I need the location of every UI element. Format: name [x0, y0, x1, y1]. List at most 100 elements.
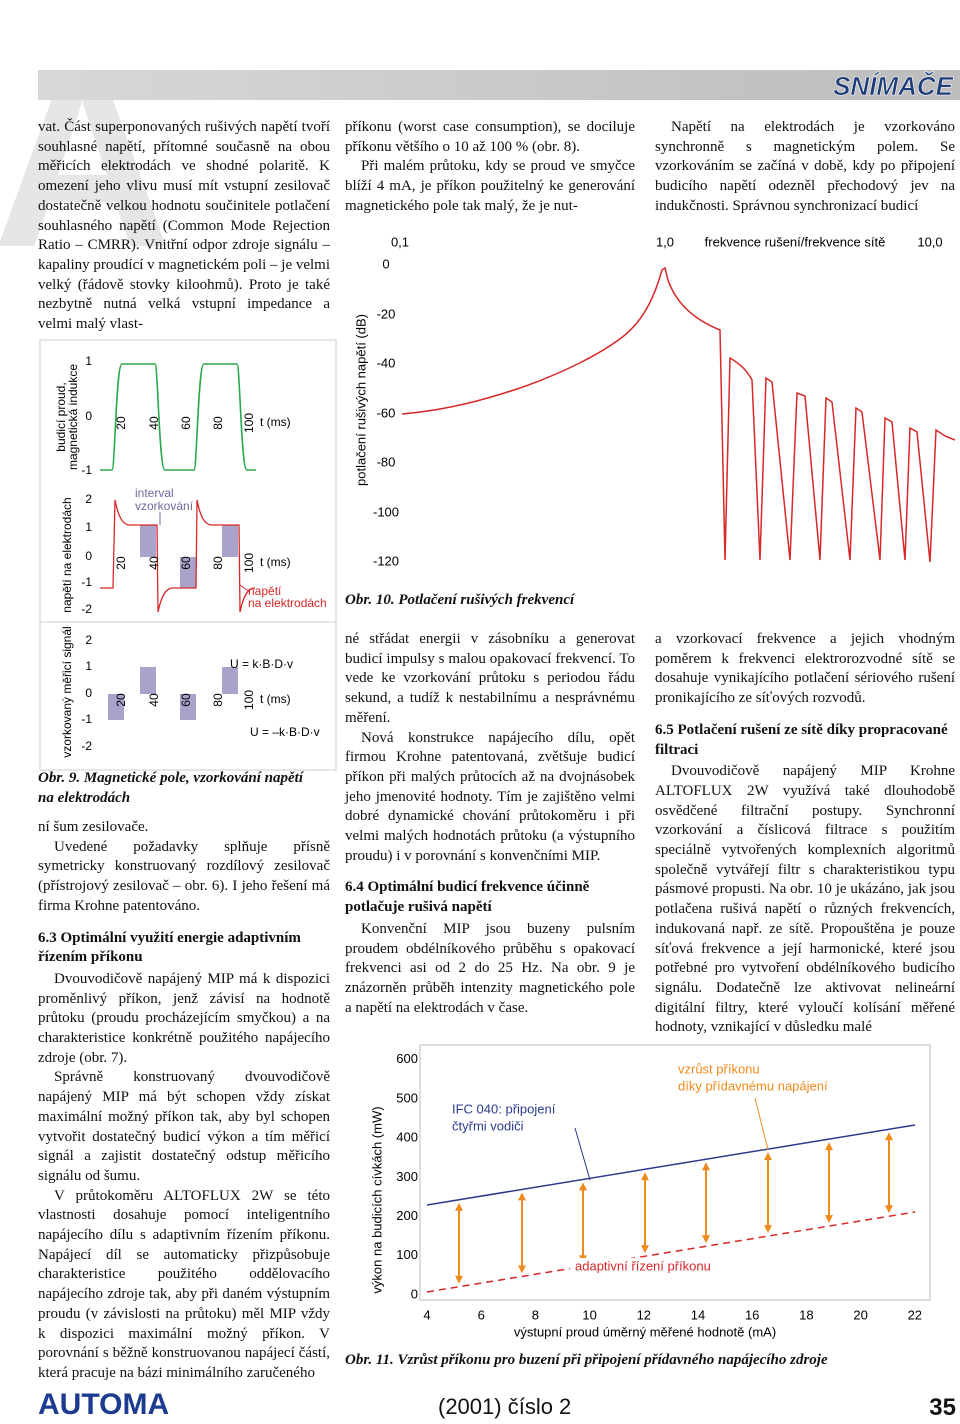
paragraph: Konvenční MIP jsou buzeny pulsním proude… [345, 920, 635, 1016]
arrows [455, 1132, 893, 1284]
y-axis-label: vzorkovaný měřicí signál [60, 626, 74, 757]
leader [574, 1127, 591, 1181]
brand: AUTOMA [38, 1388, 170, 1421]
y-tick-label: -2 [81, 602, 92, 616]
ifc-line [426, 1124, 916, 1206]
x-axis-label: frekvence rušení/frekvence sítě [705, 234, 886, 249]
column-text: Napětí na elektrodách je vzorkováno sync… [655, 118, 955, 217]
paragraph: ní šum zesilovače. [38, 819, 149, 835]
annotation: IFC 040: připojení [452, 1101, 556, 1116]
y-axis-label: výkon na budicích cívkách (mW) [369, 1106, 384, 1293]
x-tick-label: 20 [114, 416, 128, 430]
y-tick-label: 0 [85, 409, 92, 423]
bar [222, 667, 238, 694]
x-tick-label: 40 [147, 416, 161, 430]
paragraph: Nová konstrukce napájecího dílu, opět fi… [345, 729, 635, 864]
bar [140, 667, 156, 694]
y-tick-label: 0 [85, 549, 92, 563]
x-tick-label: 100 [242, 553, 256, 573]
y-tick-label: 0 [382, 256, 389, 271]
field-wave [100, 363, 256, 471]
y-tick-label: -60 [377, 405, 396, 420]
y-tick-label: -120 [373, 553, 399, 568]
y-axis-label: napětí na elektrodách [60, 497, 74, 612]
y-tick-label: 200 [396, 1208, 418, 1223]
y-axis-label: magnetická indukce [66, 364, 80, 470]
y-tick-label: -80 [377, 454, 396, 469]
paragraph: příkonu (worst case consumption), se doc… [345, 119, 635, 155]
suppression-curve [401, 266, 956, 563]
y-tick-label: -2 [81, 739, 92, 753]
paragraph: Dvouvodičově napájený MIP Krohne ALTOFLU… [655, 763, 955, 1036]
x-tick-label: 80 [211, 693, 225, 707]
bar [140, 525, 156, 557]
column-text: a vzorkovací frekvence a jejich vhodným … [655, 630, 955, 1038]
y-tick-label: -20 [377, 306, 396, 321]
annotation: U = –k·B·D·v [250, 725, 320, 739]
annotation: vzorkování [135, 499, 194, 513]
column-text: ní šum zesilovače. Uvedené požadavky splň… [38, 818, 330, 1384]
x-tick-label: 4 [423, 1307, 430, 1322]
x-tick-label: 22 [908, 1307, 922, 1322]
paragraph: Dvouvodičově napájený MIP má k dispozici… [38, 970, 330, 1066]
x-tick-label: 1,0 [656, 234, 674, 249]
column-text: příkonu (worst case consumption), se doc… [345, 118, 635, 217]
paragraph: V průtokoměru ALTOFLUX 2W se této vlastn… [38, 1187, 330, 1381]
x-tick-label: 20 [853, 1307, 867, 1322]
issue: (2001) číslo 2 [438, 1394, 572, 1419]
annotation: napětí [248, 584, 282, 598]
bar [108, 694, 124, 720]
caption: Obr. 10. Potlačení rušivých frekvencí [345, 592, 575, 608]
x-tick-label: 8 [532, 1307, 539, 1322]
header-bar [38, 70, 960, 100]
axis-unit: t (ms) [260, 415, 291, 429]
x-tick-label: 0,1 [391, 234, 409, 249]
column-text: né střádat energii v zásobníku a generov… [345, 630, 635, 1018]
annotation: na elektrodách [248, 596, 327, 610]
x-tick-label: 40 [147, 693, 161, 707]
bar [222, 525, 238, 557]
x-tick-label: 100 [242, 690, 256, 710]
y-tick-label: -1 [81, 712, 92, 726]
y-tick-label: 600 [396, 1051, 418, 1066]
caption: Obr. 11. Vzrůst příkonu pro buzení při p… [345, 1352, 828, 1368]
y-tick-label: 0 [85, 686, 92, 700]
x-tick-label: 20 [114, 556, 128, 570]
x-tick-label: 80 [211, 416, 225, 430]
section-title: SNÍMAČE [833, 71, 954, 101]
x-tick-label: 10 [582, 1307, 596, 1322]
x-axis-label: výstupní proud úměrný měřené hodnotě (mA… [514, 1324, 776, 1339]
section-heading: 6.5 Potlačení rušení ze sítě díky propra… [655, 721, 948, 758]
x-tick-label: 80 [211, 556, 225, 570]
sampling-bars [108, 525, 238, 720]
annotation: adaptivní řízení příkonu [575, 1258, 711, 1273]
adaptive-line [426, 1211, 916, 1293]
axis-unit: t (ms) [260, 692, 291, 706]
label-bg [570, 1258, 730, 1276]
fig11-frame [419, 1044, 931, 1301]
bar [180, 694, 196, 720]
y-axis-label: budicí proud, [54, 382, 68, 451]
x-tick-label: 60 [179, 556, 193, 570]
caption: Obr. 9. Magnetické pole, vzorkování napě… [38, 770, 303, 806]
y-tick-label: 1 [85, 354, 92, 368]
fig9-frame [39, 339, 337, 771]
leader [754, 1097, 769, 1151]
x-tick-label: 60 [179, 416, 193, 430]
paragraph: Napětí na elektrodách je vzorkováno sync… [655, 119, 955, 214]
paragraph: vat. Část superponovaných rušivých napět… [38, 119, 331, 333]
y-tick-label: -1 [81, 463, 92, 477]
bar [180, 557, 196, 588]
x-tick-label: 6 [478, 1307, 485, 1322]
y-tick-label: 2 [85, 492, 92, 506]
y-tick-label: 1 [85, 520, 92, 534]
y-tick-label: 400 [396, 1130, 418, 1145]
y-tick-label: 1 [85, 659, 92, 673]
annotation: interval [135, 486, 174, 500]
y-tick-label: 300 [396, 1169, 418, 1184]
paragraph: Uvedené požadavky splňuje přísně symetri… [38, 838, 330, 914]
x-tick-label: 18 [799, 1307, 813, 1322]
paragraph: Správně konstruovaný dvouvodičově napáje… [38, 1069, 330, 1184]
x-tick-label: 100 [242, 413, 256, 433]
